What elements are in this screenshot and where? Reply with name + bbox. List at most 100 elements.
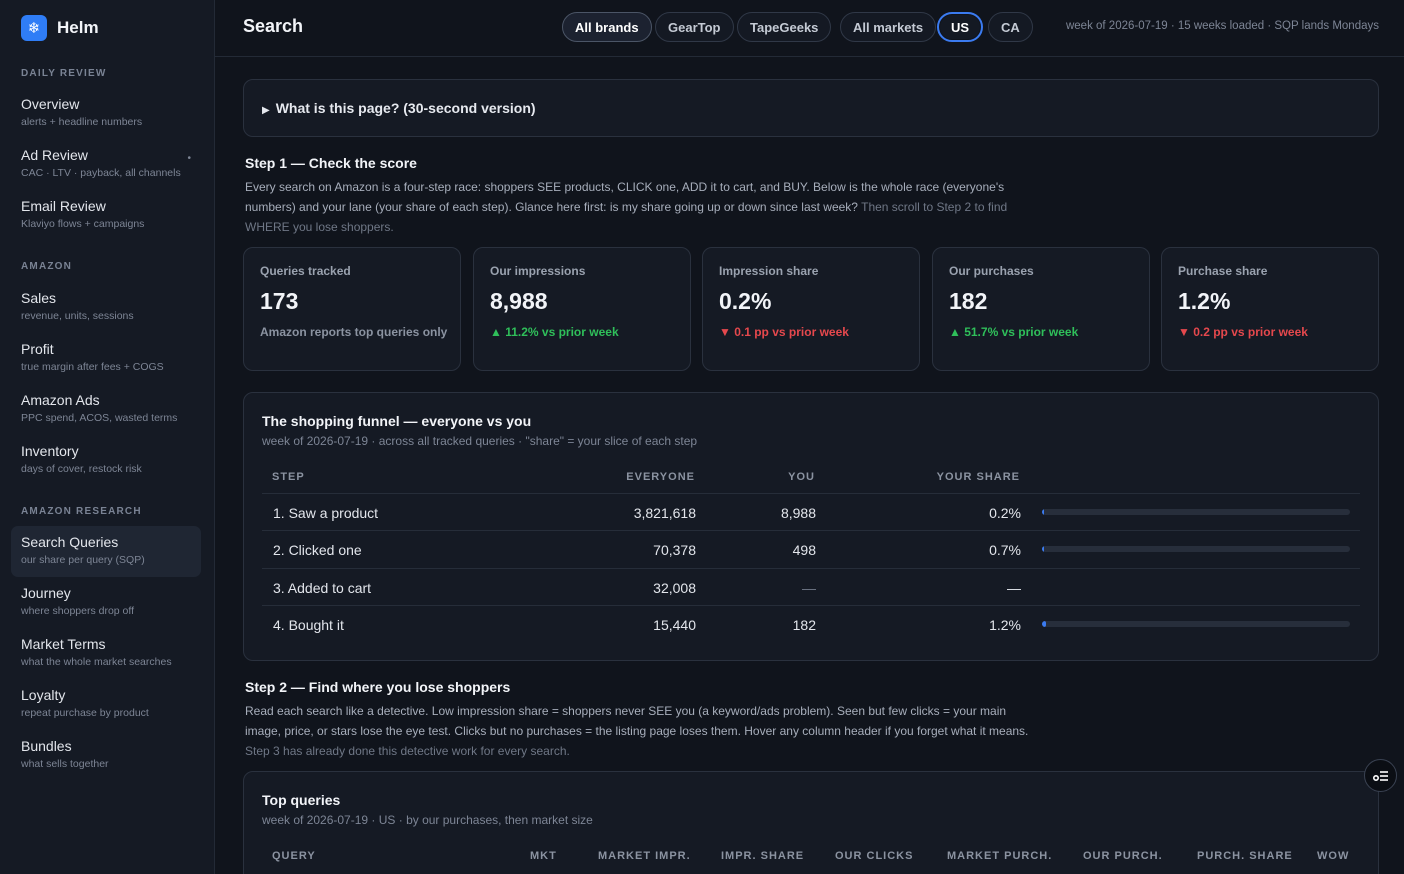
step2-desc-muted: Step 3 has already done this detective w… [245,744,570,758]
snowflake-icon: ❄ [21,15,47,41]
kpi-card-purchase-share: Purchase share 1.2% ▼ 0.2 pp vs prior week [1161,247,1379,371]
table-row: 4. Bought it 15,440 182 1.2% [262,605,1360,642]
sidebar-item-label: Loyalty [21,687,66,703]
sidebar-item-label: Journey [21,585,71,601]
step-cell: 4. Bought it [273,617,344,633]
table-row: 3. Added to cart 32,008 — — [262,568,1360,605]
sidebar-item-overview[interactable]: Overview alerts + headline numbers [11,88,201,139]
sidebar-item-label: Sales [21,290,57,306]
col-everyone[interactable]: Everyone [626,471,695,483]
sidebar-item-label: Amazon Ads [21,392,100,408]
step2-title: Step 2 — Find where you lose shoppers [245,679,511,695]
sidebar-item-sales[interactable]: Sales revenue, units, sessions [11,282,201,333]
sidebar-item-subtitle: PPC spend, ACOS, wasted terms [21,412,178,424]
sidebar-item-label: Overview [21,96,80,112]
col-step[interactable]: Step [272,471,305,483]
col-your-share[interactable]: Your share [936,471,1020,483]
explain-text: What is this page? (30-second version) [275,100,536,116]
table-row: 2. Clicked one 70,378 498 0.7% [262,530,1360,567]
col-wow[interactable]: WoW [1317,850,1350,862]
step1-desc-muted: Then scroll to Step 2 to find WHERE you … [245,200,1008,234]
share-bar [1042,509,1350,515]
queries-title: Top queries [262,792,341,808]
col-mkt[interactable]: Mkt [530,850,557,862]
sidebar-item-market-terms[interactable]: Market Terms what the whole market search… [11,628,201,679]
share-cell: 0.2% [989,505,1021,521]
kpi-card-our-impressions: Our impressions 8,988 ▲ 11.2% vs prior wee… [473,247,691,371]
share-bar [1042,546,1350,552]
brand[interactable]: ❄ Helm [0,0,214,56]
col-query[interactable]: Query [272,850,316,862]
kpi-value: 8,988 [490,288,548,314]
step1-title: Step 1 — Check the score [245,155,417,171]
sidebar-item-amazon-ads[interactable]: Amazon Ads PPC spend, ACOS, wasted terms [11,384,201,435]
filter-all-brands[interactable]: All brands [562,12,652,42]
sidebar-item-label: Ad Review [21,147,88,163]
col-market-impr[interactable]: Market impr. [598,850,691,862]
sidebar-item-label: Bundles [21,738,72,754]
sidebar-item-subtitle: revenue, units, sessions [21,310,134,322]
filter-tapegeeks[interactable]: TapeGeeks [737,12,832,42]
funnel-title: The shopping funnel — everyone vs you [262,413,532,429]
filter-all-markets[interactable]: All markets [840,12,937,42]
kpi-value: 182 [949,288,988,314]
main-content: Search All brands GearTop TapeGeeks All … [215,0,1404,874]
step2-desc-text: Read each search like a detective. Low i… [245,704,1029,738]
filter-list-icon[interactable] [1364,759,1397,792]
sidebar-item-subtitle: what the whole market searches [21,656,172,668]
you-cell: 498 [792,542,816,558]
nav-section-amazon-research: Amazon Research [21,506,142,517]
col-our-purch[interactable]: Our purch. [1083,850,1163,862]
step1-desc: Every search on Amazon is a four-step ra… [245,177,1035,237]
sidebar-item-profit[interactable]: Profit true margin after fees + COGS [11,333,201,384]
sidebar-item-label: Search Queries [21,534,119,550]
sidebar-item-email-review[interactable]: Email Review Klaviyo flows + campaigns [11,190,201,241]
kpi-delta: ▲ 51.7% vs prior week [949,325,1079,339]
share-bar [1042,621,1350,627]
everyone-cell: 3,821,618 [633,505,696,521]
sidebar-item-subtitle: alerts + headline numbers [21,116,143,128]
col-purch-share[interactable]: Purch. share [1197,850,1293,862]
caret-right-icon: ▶ [262,105,270,116]
share-cell: — [1007,580,1021,596]
everyone-cell: 32,008 [653,580,696,596]
dot-icon: • [187,153,191,164]
sidebar-item-journey[interactable]: Journey where shoppers drop off [11,577,201,628]
you-cell: — [802,580,816,596]
step-cell: 2. Clicked one [273,542,362,558]
sidebar-item-label: Profit [21,341,54,357]
sidebar-item-subtitle: days of cover, restock risk [21,463,142,475]
sidebar-item-ad-review[interactable]: Ad Review CAC · LTV · payback, all channe… [11,139,201,190]
sidebar-item-subtitle: our share per query (SQP) [21,554,145,566]
share-cell: 1.2% [989,617,1021,633]
kpi-card-queries-tracked: Queries tracked 173 Amazon reports top que… [243,247,461,371]
table-row: 1. Saw a product 3,821,618 8,988 0.2% [262,493,1360,530]
share-cell: 0.7% [989,542,1021,558]
explain-disclosure[interactable]: ▶ What is this page? (30-second version) [243,79,1379,137]
sidebar-item-bundles[interactable]: Bundles what sells together [11,730,201,781]
sidebar-item-subtitle: true margin after fees + COGS [21,361,164,373]
col-impr-share[interactable]: Impr. share [721,850,805,862]
sidebar-item-subtitle: where shoppers drop off [21,605,135,617]
sidebar-item-inventory[interactable]: Inventory days of cover, restock risk [11,435,201,486]
nav-section-daily-review: Daily Review [21,68,107,79]
sidebar-item-label: Market Terms [21,636,106,652]
filter-us[interactable]: US [937,12,984,42]
kpi-value: 173 [260,288,299,314]
kpi-delta: ▲ 11.2% vs prior week [490,325,619,339]
kpi-delta: ▼ 0.2 pp vs prior week [1178,325,1308,339]
sidebar-item-loyalty[interactable]: Loyalty repeat purchase by product [11,679,201,730]
sidebar-item-search-queries[interactable]: Search Queries our share per query (SQP) [11,526,201,577]
filter-ca[interactable]: CA [988,12,1033,42]
kpi-label: Impression share [719,264,819,278]
filter-geartop[interactable]: GearTop [655,12,734,42]
sidebar-item-subtitle: repeat purchase by product [21,707,149,719]
col-you[interactable]: You [788,471,815,483]
kpi-label: Our purchases [949,264,1034,278]
explain-label: ▶ What is this page? (30-second version) [262,100,536,116]
col-our-clicks[interactable]: Our clicks [835,850,914,862]
nav-section-amazon: Amazon [21,261,73,272]
kpi-label: Queries tracked [260,264,351,278]
you-cell: 8,988 [780,505,816,521]
col-market-purch[interactable]: Market purch. [947,850,1053,862]
